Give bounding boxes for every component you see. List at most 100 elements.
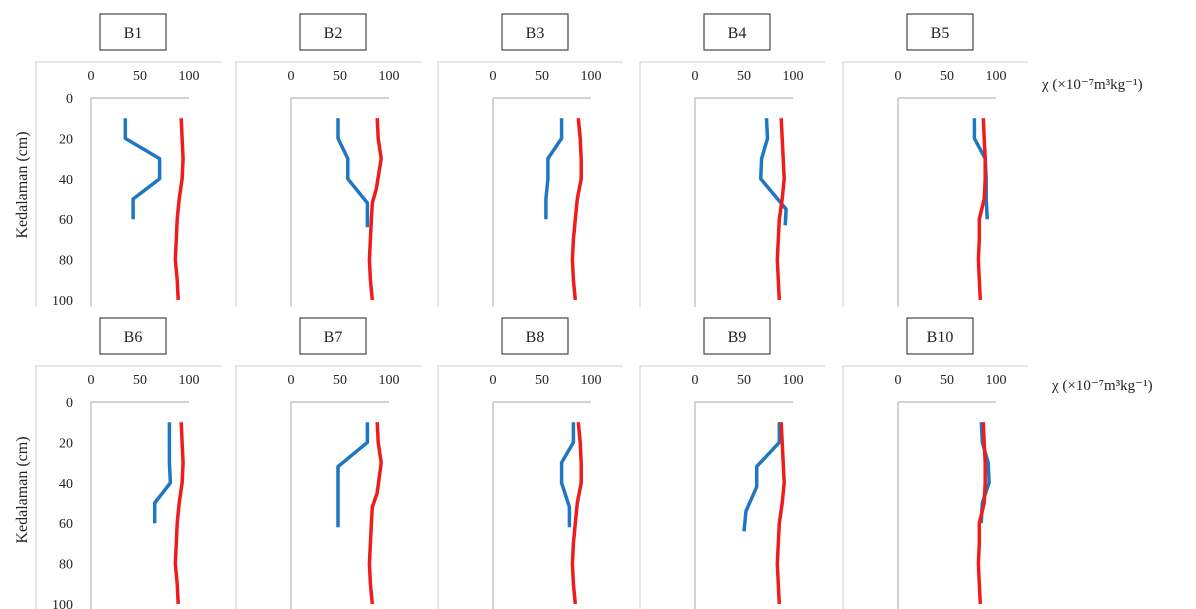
y-tick-label: 60: [59, 213, 73, 228]
chart-panel-b9: B9 0 50 100: [639, 317, 825, 609]
series-line-red: [173, 422, 185, 605]
x-tick-label: 0: [88, 373, 95, 388]
x-unit-label-bottom: χ (×10⁻⁷m³kg⁻¹): [1051, 378, 1153, 394]
x-tick-label: 100: [783, 69, 804, 84]
y-axis-label-top: Kedalaman (cm): [14, 131, 31, 238]
x-tick-label: 0: [88, 69, 95, 84]
y-tick-label: 20: [59, 132, 73, 147]
x-tick-label: 50: [133, 69, 147, 84]
panel-title-box: [501, 317, 569, 355]
y-tick-label: 80: [59, 254, 73, 269]
chart-panel-b7: B7 0 50 100: [235, 317, 421, 609]
y-tick-label: 20: [59, 436, 73, 451]
panel-title: B6: [124, 329, 143, 346]
y-tick-label: 100: [52, 294, 73, 309]
y-tick-label: 0: [66, 92, 73, 107]
panel-title-box: [703, 13, 771, 51]
chart-panel-b3: B3 0 50 100: [437, 13, 623, 307]
x-tick-label: 50: [535, 69, 549, 84]
panel-frame: [235, 61, 421, 307]
panel-title: B8: [526, 329, 545, 346]
panel-title-box: [99, 13, 167, 51]
x-tick-label: 100: [179, 373, 200, 388]
x-tick-label: 0: [490, 69, 497, 84]
series-line-red: [173, 118, 185, 301]
panel-title: B9: [728, 329, 747, 346]
y-tick-label: 100: [52, 598, 73, 609]
panel-frame: [842, 365, 1028, 609]
chart-panel-b5: B5 0 50 100: [842, 13, 1028, 307]
panel-title: B1: [124, 25, 143, 42]
y-tick-label: 60: [59, 517, 73, 532]
panel-title-box: [906, 13, 974, 51]
series-line-blue: [336, 118, 370, 228]
series-line-blue: [123, 118, 162, 220]
panel-title-box: [703, 317, 771, 355]
x-tick-label: 50: [535, 373, 549, 388]
panel-frame: [235, 365, 421, 609]
panel-frame: [35, 61, 221, 307]
series-line-blue: [758, 118, 788, 226]
series-line-red: [570, 422, 583, 605]
series-line-blue: [559, 422, 576, 528]
x-tick-label: 50: [737, 69, 751, 84]
series-line-red: [570, 118, 583, 301]
series-line-red: [775, 118, 786, 301]
series-line-red: [976, 422, 987, 605]
panel-title-box: [299, 13, 367, 51]
x-tick-label: 50: [940, 69, 954, 84]
series-line-blue: [152, 422, 173, 524]
panel-frame: [639, 61, 825, 307]
y-tick-label: 0: [66, 396, 73, 411]
x-tick-label: 0: [288, 69, 295, 84]
panel-frame: [437, 61, 623, 307]
panel-title-box: [906, 317, 974, 355]
x-tick-label: 50: [333, 69, 347, 84]
x-tick-label: 100: [581, 373, 602, 388]
panel-title: B4: [728, 25, 747, 42]
x-tick-label: 50: [737, 373, 751, 388]
panel-title-box: [501, 13, 569, 51]
panel-title: B2: [324, 25, 343, 42]
x-tick-label: 0: [288, 373, 295, 388]
panel-frame: [35, 365, 221, 609]
panel-title-box: [99, 317, 167, 355]
x-tick-label: 0: [895, 373, 902, 388]
x-tick-label: 0: [692, 373, 699, 388]
y-axis-label-bottom: Kedalaman (cm): [14, 436, 31, 543]
series-line-red: [367, 118, 383, 301]
x-tick-label: 50: [940, 373, 954, 388]
panel-frame: [842, 61, 1028, 307]
series-line-blue: [544, 118, 564, 220]
x-tick-label: 50: [333, 373, 347, 388]
x-tick-label: 0: [692, 69, 699, 84]
x-tick-label: 0: [490, 373, 497, 388]
series-line-red: [775, 422, 786, 605]
x-tick-label: 100: [986, 373, 1007, 388]
chart-panel-b1: B1 0 50 100 0 20 40 60 80 100: [35, 13, 221, 309]
chart-panel-b10: B10 0 50 100: [842, 317, 1028, 609]
series-line-blue: [336, 422, 370, 528]
panel-title: B5: [931, 25, 950, 42]
chart-panel-b4: B4 0 50 100: [639, 13, 825, 307]
series-line-red: [367, 422, 383, 605]
x-tick-label: 50: [133, 373, 147, 388]
series-line-red: [976, 118, 987, 301]
panel-title: B10: [927, 329, 954, 346]
panel-frame: [437, 365, 623, 609]
x-tick-label: 100: [581, 69, 602, 84]
x-tick-label: 100: [783, 373, 804, 388]
y-tick-label: 80: [59, 558, 73, 573]
panel-title: B7: [324, 329, 343, 346]
y-tick-label: 40: [59, 173, 73, 188]
panel-title-box: [299, 317, 367, 355]
x-tick-label: 100: [179, 69, 200, 84]
x-unit-label-top: χ (×10⁻⁷m³kg⁻¹): [1041, 77, 1143, 93]
panel-frame: [639, 365, 825, 609]
x-tick-label: 100: [986, 69, 1007, 84]
y-tick-label: 40: [59, 477, 73, 492]
panel-title: B3: [526, 25, 545, 42]
x-tick-label: 0: [895, 69, 902, 84]
